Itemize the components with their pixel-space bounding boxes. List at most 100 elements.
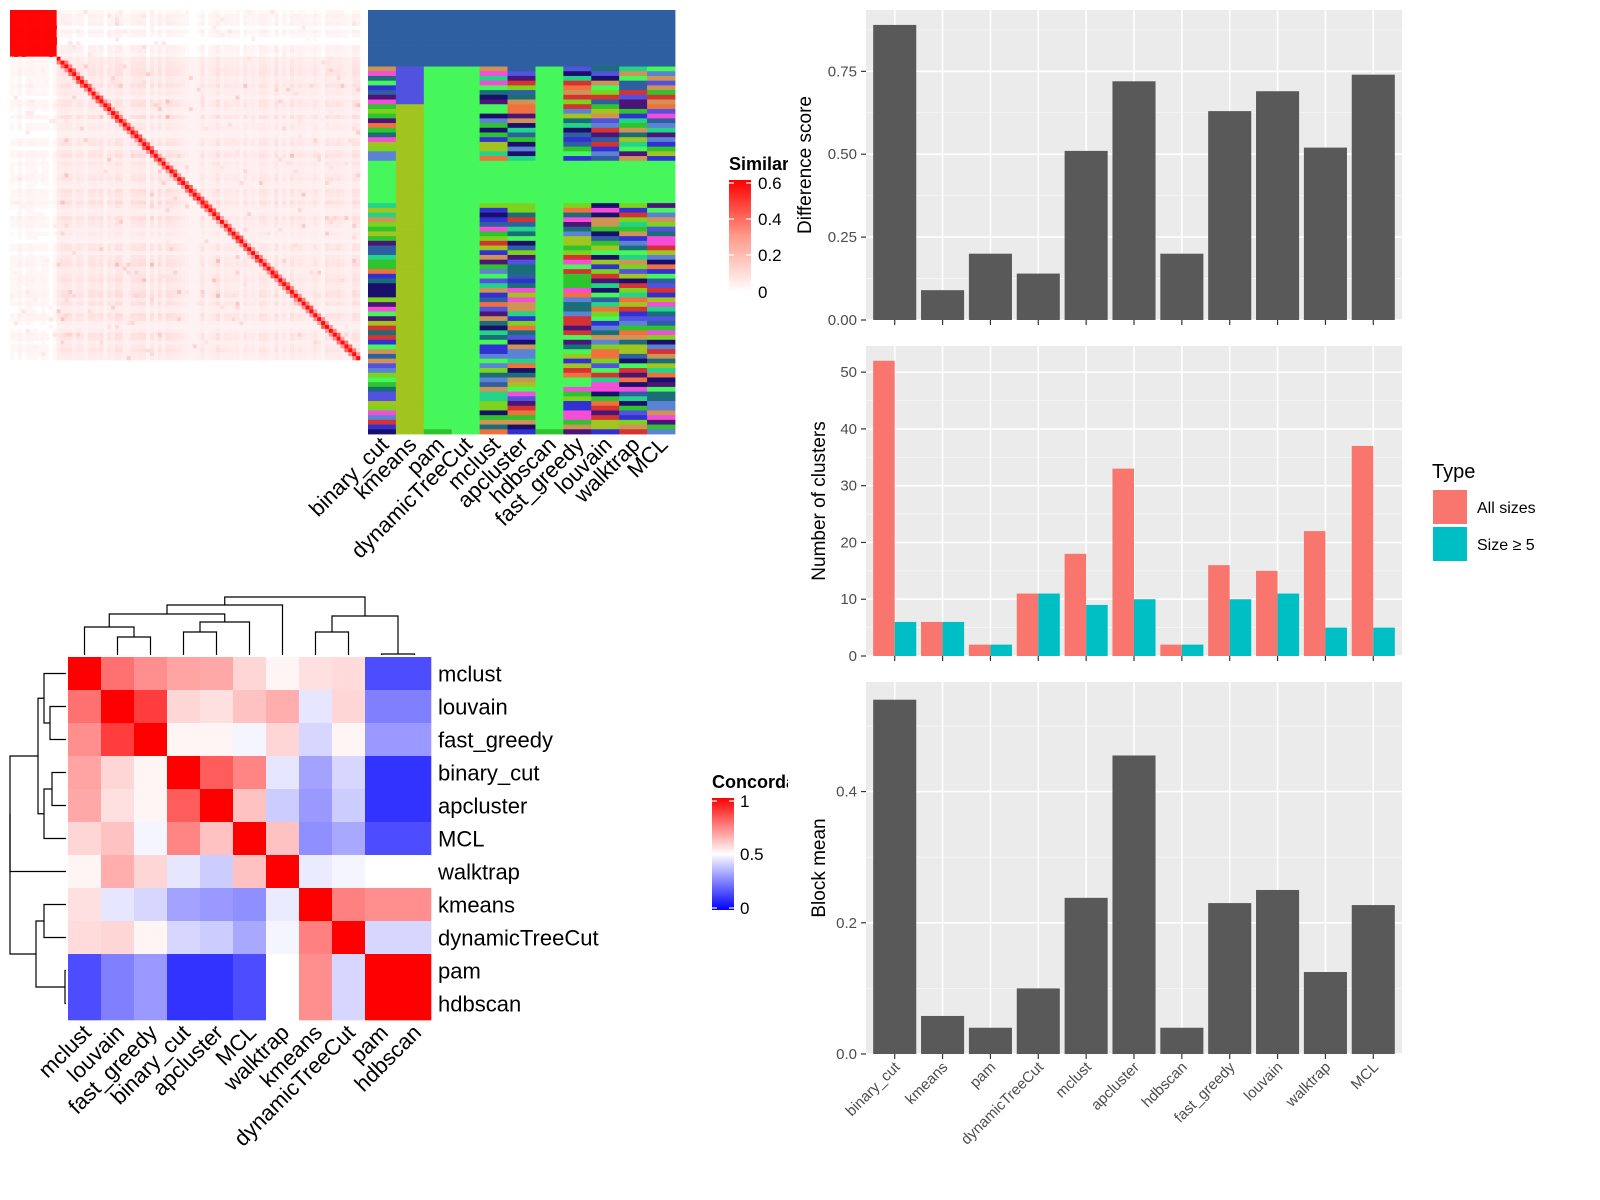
similarity-cell <box>258 91 264 96</box>
similarity-cell <box>17 21 22 26</box>
similarity-cell <box>169 10 174 15</box>
similarity-cell <box>216 95 221 100</box>
similarity-cell <box>177 83 182 89</box>
similarity-cell <box>13 99 19 104</box>
similarity-cell <box>325 142 330 147</box>
similarity-cell <box>87 138 92 143</box>
similarity-cell <box>352 200 357 205</box>
similarity-cell <box>153 146 159 151</box>
similarity-cell <box>243 118 248 124</box>
similarity-cell <box>204 200 209 205</box>
similarity-cell <box>212 76 217 81</box>
similarity-cell <box>305 122 310 127</box>
similarity-cell <box>83 122 89 127</box>
similarity-cell <box>52 243 57 248</box>
similarity-cell <box>297 177 302 182</box>
similarity-cell <box>80 95 85 100</box>
similarity-cell <box>169 196 174 201</box>
similarity-cell <box>235 111 240 116</box>
similarity-cell <box>107 208 112 213</box>
similarity-cell <box>80 243 85 248</box>
similarity-cell <box>13 138 19 143</box>
similarity-cell <box>64 83 69 89</box>
similarity-cell <box>60 223 65 229</box>
similarity-cell <box>83 80 89 85</box>
similarity-cell <box>142 45 147 50</box>
similarity-cell <box>87 83 92 89</box>
similarity-cell <box>188 196 194 201</box>
similarity-cell <box>118 185 124 190</box>
similarity-cell <box>274 10 279 15</box>
similarity-cell <box>29 192 34 197</box>
similarity-cell <box>56 111 61 116</box>
similarity-cell <box>126 208 131 213</box>
similarity-cell <box>45 188 50 194</box>
similarity-cell <box>95 157 100 162</box>
similarity-cell <box>157 107 162 112</box>
similarity-cell <box>274 208 279 213</box>
similarity-cell <box>103 239 108 244</box>
similarity-cell <box>134 165 139 170</box>
similarity-cell <box>181 243 186 248</box>
similarity-cell <box>348 239 353 244</box>
similarity-cell <box>118 33 124 38</box>
similarity-cell <box>111 208 116 213</box>
similarity-cell <box>255 153 260 159</box>
similarity-cell <box>293 17 299 22</box>
similarity-cell <box>181 72 186 77</box>
similarity-cell <box>216 91 221 96</box>
similarity-cell <box>352 185 357 190</box>
similarity-cell <box>153 130 159 135</box>
similarity-cell <box>21 150 26 155</box>
similarity-cell <box>290 200 295 205</box>
similarity-cell <box>173 208 178 213</box>
similarity-cell <box>200 103 205 108</box>
similarity-cell <box>340 52 345 57</box>
similarity-cell <box>282 165 287 170</box>
similarity-cell <box>282 48 287 54</box>
similarity-cell <box>227 150 232 155</box>
similarity-cell <box>235 45 240 50</box>
similarity-cell <box>243 91 248 96</box>
similarity-cell <box>313 138 318 143</box>
similarity-cell <box>157 208 162 213</box>
similarity-cell <box>118 146 124 151</box>
similarity-cell <box>340 231 345 236</box>
similarity-cell <box>37 17 42 22</box>
similarity-cell <box>332 235 337 240</box>
similarity-cell <box>157 13 162 19</box>
similarity-cell <box>297 192 302 197</box>
similarity-cell <box>173 76 178 81</box>
similarity-cell <box>126 56 131 61</box>
similarity-cell <box>274 204 279 209</box>
similarity-cell <box>33 60 38 65</box>
similarity-cell <box>72 169 77 174</box>
similarity-cell <box>216 231 221 236</box>
similarity-cell <box>204 146 209 151</box>
similarity-cell <box>111 52 116 57</box>
similarity-cell <box>52 192 57 197</box>
similarity-cell <box>115 173 120 178</box>
similarity-cell <box>321 130 326 135</box>
similarity-cell <box>115 56 120 61</box>
similarity-cell <box>25 153 30 159</box>
similarity-cell <box>91 138 96 143</box>
similarity-cell <box>169 239 174 244</box>
similarity-cell <box>297 181 302 186</box>
similarity-cell <box>165 146 170 151</box>
similarity-cell <box>13 10 19 15</box>
similarity-cell <box>87 196 92 201</box>
similarity-cell <box>356 138 361 143</box>
similarity-cell <box>76 80 81 85</box>
similarity-cell <box>356 153 361 159</box>
similarity-cell <box>107 235 112 240</box>
similarity-cell <box>216 165 221 170</box>
similarity-cell <box>72 153 77 159</box>
similarity-cell <box>282 223 287 229</box>
similarity-cell <box>266 146 271 151</box>
similarity-cell <box>321 138 326 143</box>
similarity-cell <box>313 21 318 26</box>
similarity-cell <box>243 68 248 73</box>
similarity-cell <box>111 91 116 96</box>
similarity-cell <box>118 95 124 100</box>
